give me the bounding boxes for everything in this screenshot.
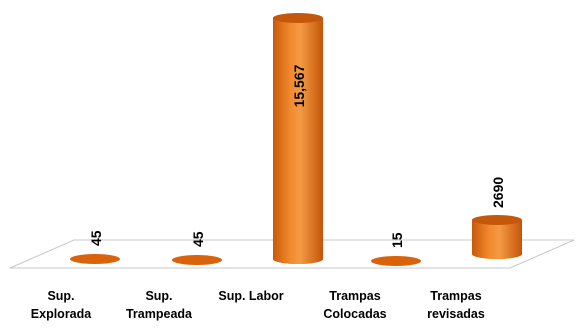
bar-4 [371,256,421,266]
category-label: Sup. Trampeada [126,289,193,321]
value-label: 45 [190,231,206,247]
labels-layer: 45 45 15,567 15 2690 Sup. Explorada Sup. Trampea… [31,64,506,321]
category-label: Sup. Labor [218,289,283,303]
category-label: Trampas Colocadas [323,289,386,321]
bar-top [273,13,323,23]
bar-2 [172,255,222,265]
category-label: Trampas revisadas [427,289,485,321]
value-label: 15 [389,232,405,248]
bar-3 [273,13,323,264]
bar-base [172,255,222,265]
bar-top [472,215,522,225]
bar-5 [472,215,522,259]
bar-body [273,18,323,264]
bar-1 [70,254,120,264]
bar-base [371,256,421,266]
value-label: 2690 [490,177,506,208]
category-label: Sup. Explorada [31,289,92,321]
value-label: 15,567 [291,64,307,107]
bar-base [70,254,120,264]
bar-body [472,220,522,259]
value-label: 45 [88,230,104,246]
bars-layer [70,13,522,266]
